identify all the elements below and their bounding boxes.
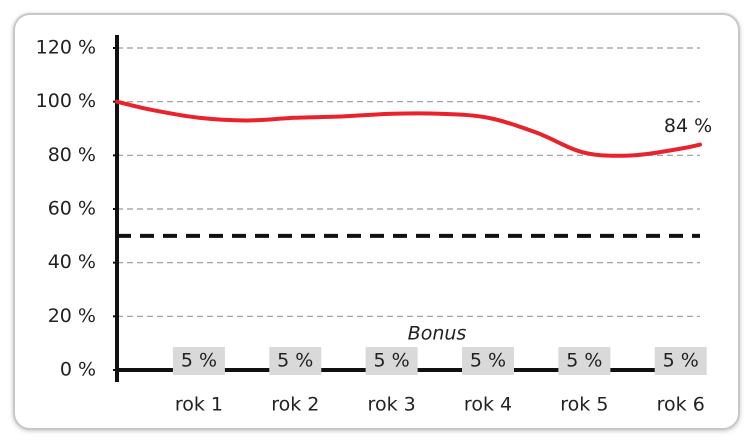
x-tick-label: rok 2 <box>271 394 319 416</box>
series-line <box>115 99 702 158</box>
x-tick-label: rok 5 <box>560 394 608 416</box>
bonus-label: 5 % <box>374 350 410 372</box>
x-tick-label: rok 3 <box>368 394 416 416</box>
bonus-title: Bonus <box>408 323 467 345</box>
x-tick-label: rok 4 <box>464 394 512 416</box>
y-tick-label: 120 % <box>36 37 96 59</box>
bonus-box <box>654 347 707 375</box>
bonus-box <box>558 347 611 375</box>
bonus-box <box>269 347 322 375</box>
y-tick-label: 100 % <box>36 90 96 112</box>
y-tick-label: 60 % <box>48 198 96 220</box>
y-tick-label: 20 % <box>48 305 96 327</box>
bonus-label: 5 % <box>470 350 506 372</box>
bonus-box <box>462 347 514 375</box>
bonus-label: 5 % <box>277 350 313 372</box>
y-tick-label: 40 % <box>48 251 96 273</box>
bonus-label: 5 % <box>663 350 699 372</box>
y-tick-label: 80 % <box>48 144 96 166</box>
bonus-box <box>365 347 418 375</box>
bonus-label: 5 % <box>566 350 602 372</box>
bonus-label: 5 % <box>181 350 217 372</box>
end-label: 84 % <box>664 115 712 137</box>
x-tick-label: rok 1 <box>175 394 223 416</box>
y-tick-label: 0 % <box>60 359 96 381</box>
bonus-box <box>172 347 225 375</box>
x-tick-label: rok 6 <box>657 394 705 416</box>
